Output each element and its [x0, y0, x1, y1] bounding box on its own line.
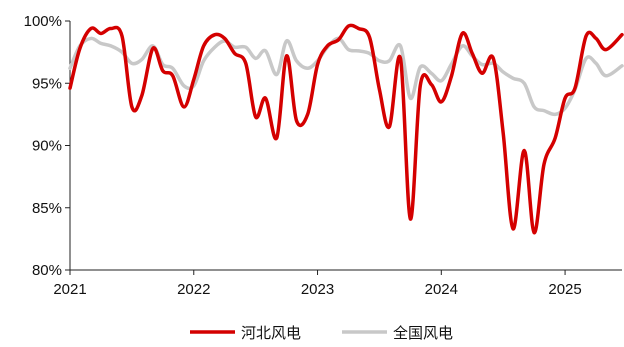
series-layer: [68, 23, 624, 235]
y-tick-label: 85%: [32, 200, 62, 217]
x-axis-ticks: 2021 2022 2023 2024 2025: [53, 270, 582, 298]
y-tick-label: 95%: [32, 75, 62, 92]
legend-label-0: 河北风电: [241, 324, 301, 342]
x-tick-label: 2023: [301, 281, 334, 298]
y-tick-label: 80%: [32, 262, 62, 279]
series-line-1: [68, 36, 624, 117]
x-tick-label: 2022: [177, 281, 210, 298]
x-tick-label: 2024: [425, 281, 458, 298]
y-tick-label: 100%: [24, 13, 62, 30]
x-tick-label: 2021: [53, 281, 86, 298]
series-line-0: [68, 23, 624, 235]
y-tick-label: 90%: [32, 138, 62, 155]
x-tick-label: 2025: [548, 281, 581, 298]
legend-label-1: 全国风电: [393, 324, 453, 342]
y-axis-ticks: 80% 85% 90% 95% 100%: [24, 13, 70, 279]
legend: 河北风电 全国风电: [190, 324, 453, 342]
